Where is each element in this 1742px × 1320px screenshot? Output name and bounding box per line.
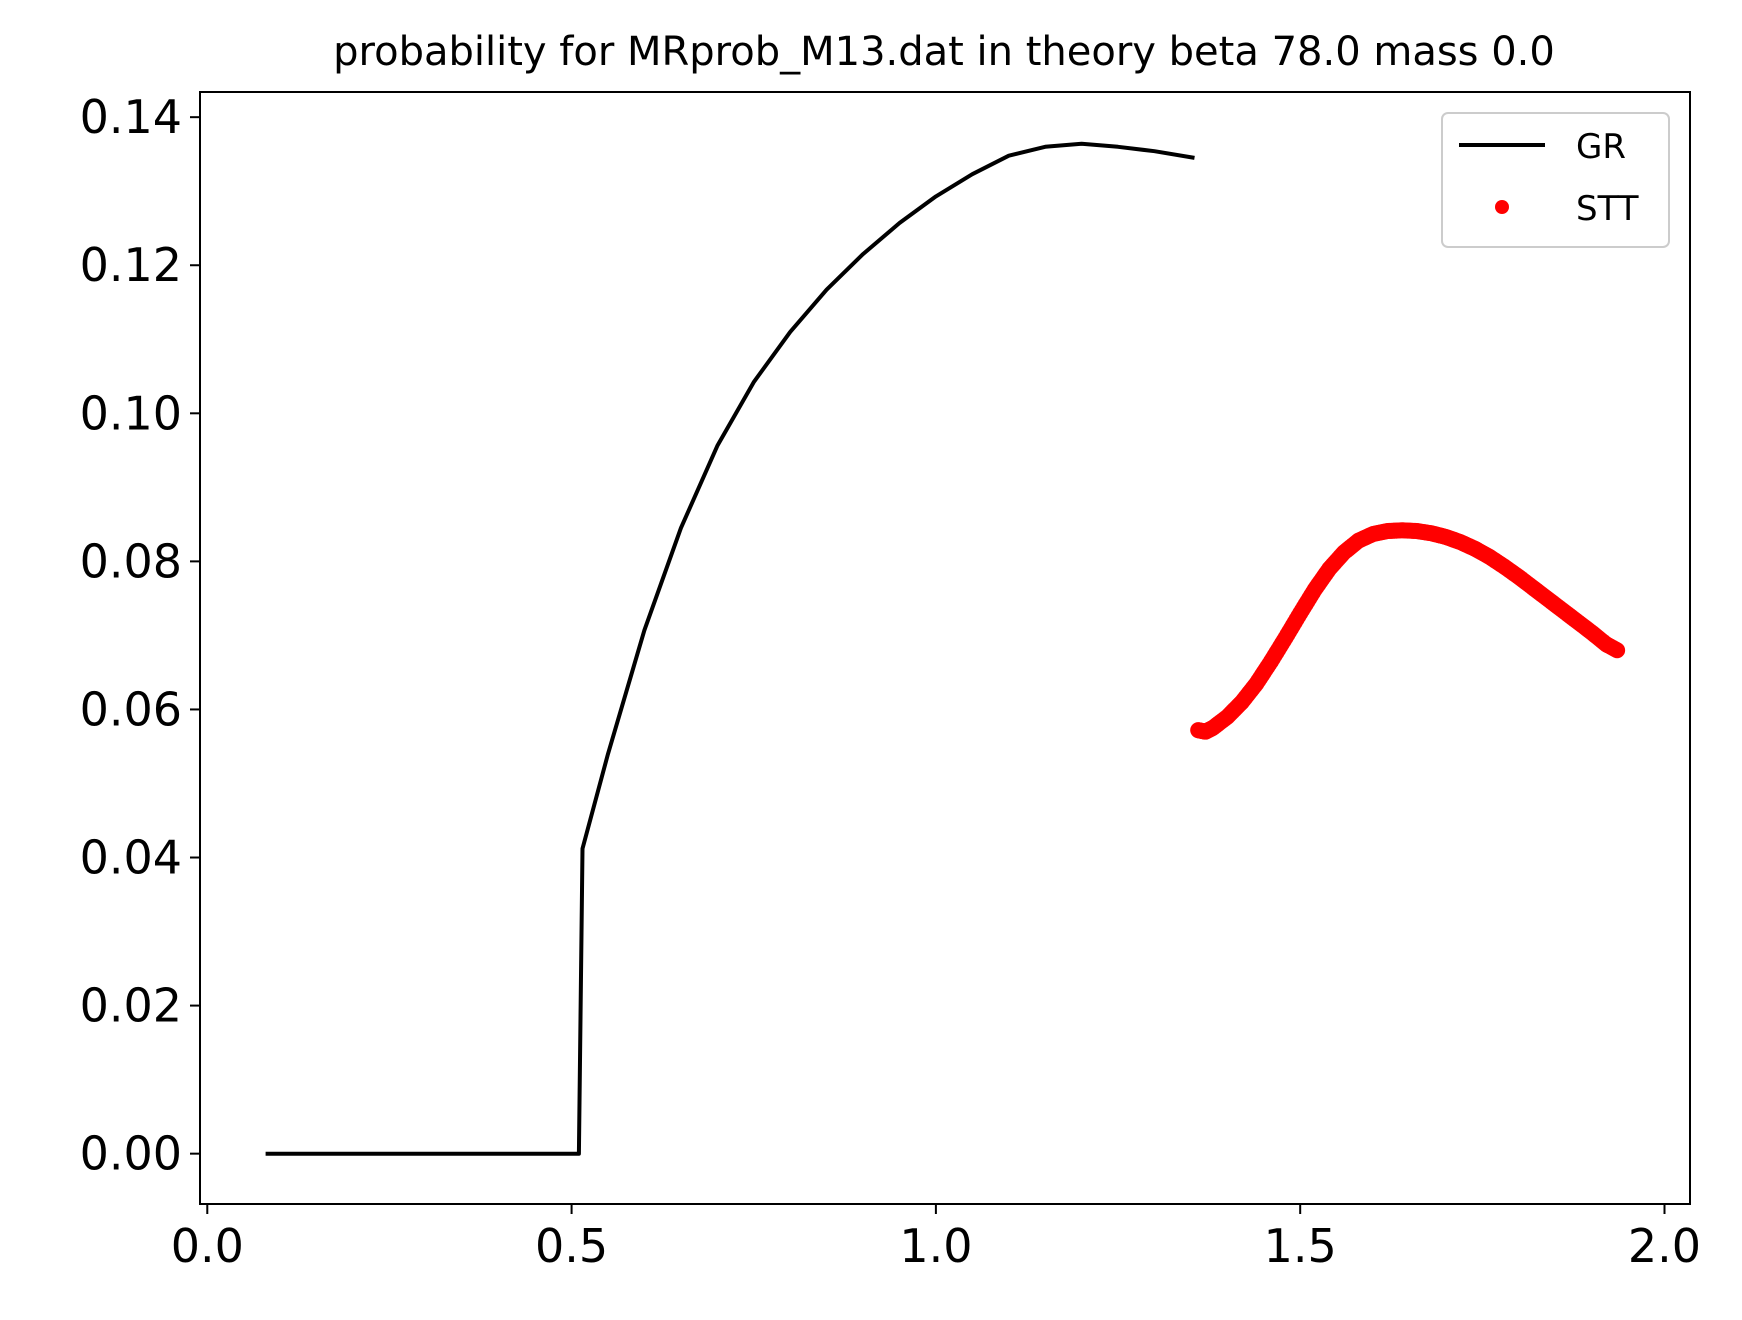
chart-title: probability for MRprob_M13.dat in theory… — [333, 29, 1555, 75]
x-tick-label: 0.0 — [171, 1219, 244, 1273]
legend-gr-label: GR — [1576, 127, 1626, 167]
y-axis: 0.00 0.02 0.04 0.06 0.08 0.10 0.12 0.14 — [80, 90, 200, 1181]
plot-frame — [199, 91, 1691, 1205]
legend: GR STT — [1441, 112, 1670, 248]
y-tick-label: 0.02 — [80, 979, 182, 1033]
y-tick-label: 0.14 — [80, 90, 182, 144]
data-point — [1609, 642, 1626, 659]
series-layer — [265, 141, 1626, 1156]
x-tick-label: 0.5 — [535, 1219, 608, 1273]
x-axis: 0.0 0.5 1.0 1.5 2.0 — [171, 1204, 1701, 1273]
series-line-gr — [265, 141, 1195, 1156]
y-tick-label: 0.12 — [80, 238, 182, 292]
legend-stt-label: STT — [1576, 189, 1639, 229]
y-tick-label: 0.08 — [80, 534, 182, 588]
x-tick-label: 1.0 — [899, 1219, 972, 1273]
series-points-stt — [1190, 522, 1626, 740]
y-tick-label: 0.00 — [80, 1127, 182, 1181]
y-tick-label: 0.10 — [80, 386, 182, 440]
x-tick-label: 1.5 — [1264, 1219, 1337, 1273]
y-tick-label: 0.04 — [80, 831, 182, 885]
legend-stt-swatch — [1495, 200, 1509, 214]
x-tick-label: 2.0 — [1628, 1219, 1701, 1273]
y-tick-label: 0.06 — [80, 682, 182, 736]
